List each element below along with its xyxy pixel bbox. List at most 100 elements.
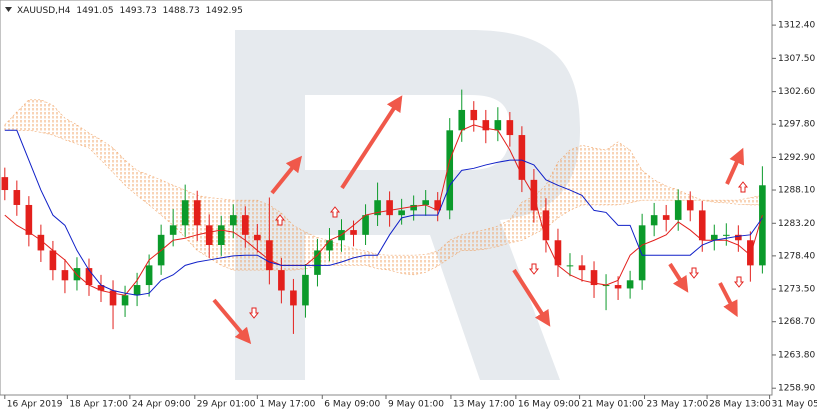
- y-tick-label: 1273.50: [778, 285, 815, 295]
- candle-body: [85, 268, 93, 286]
- x-tick-label: 9 May 01:00: [388, 400, 444, 410]
- candle-body: [446, 130, 454, 211]
- candle-body: [578, 265, 586, 271]
- low-price: 1488.73: [163, 6, 200, 16]
- indicator-line: [4, 129, 763, 296]
- symbol: XAUUSD,H4: [17, 6, 71, 16]
- candle-body: [566, 265, 574, 267]
- arrow-down: [512, 268, 551, 327]
- x-tick-label: 29 Apr 01:00: [197, 400, 256, 410]
- x-tick-label: 1 May 17:00: [259, 400, 315, 410]
- candle-body: [254, 234, 261, 241]
- x-tick-label: 21 May 01:00: [582, 400, 644, 410]
- watermark: [235, 30, 580, 380]
- y-tick-label: 1302.60: [778, 87, 815, 97]
- candle-body: [242, 215, 249, 235]
- signal-down: [688, 267, 700, 279]
- y-tick-label: 1307.50: [778, 54, 815, 64]
- candle-body: [133, 285, 141, 296]
- indicator-line: [4, 124, 763, 296]
- candle-body: [662, 215, 670, 220]
- candle-body: [266, 240, 273, 271]
- candle-body: [518, 135, 526, 180]
- candle-body: [458, 109, 466, 131]
- y-tick-label: 1312.40: [778, 21, 815, 31]
- arrow-down: [212, 298, 252, 345]
- x-tick-label: 31 May 05:00: [772, 400, 817, 410]
- candle-body: [722, 234, 730, 236]
- close-price: 1492.95: [206, 6, 243, 16]
- candle-body: [554, 240, 562, 266]
- candle-body: [686, 200, 694, 211]
- candle-body: [145, 265, 153, 286]
- candle-body: [542, 210, 550, 241]
- candle-body: [1, 177, 9, 191]
- candle-body: [13, 190, 21, 205]
- annotations: [212, 95, 749, 345]
- signal-down: [528, 263, 540, 275]
- candle-body: [434, 200, 442, 211]
- candle-body: [710, 234, 718, 241]
- candle-body: [97, 285, 105, 291]
- y-tick-label: 1283.20: [778, 219, 815, 229]
- y-tick-label: 1297.80: [778, 120, 815, 130]
- x-tick-label: 24 Apr 09:00: [132, 400, 191, 410]
- candle-body: [314, 250, 321, 275]
- candle-body: [626, 280, 634, 289]
- candle-body: [302, 274, 309, 306]
- candle-body: [398, 210, 405, 216]
- x-tick-label: 18 Apr 17:00: [69, 400, 128, 410]
- signal-up: [329, 206, 341, 218]
- candle-body: [37, 234, 45, 251]
- x-tick-label: 23 May 17:00: [647, 400, 709, 410]
- candle-body: [638, 225, 646, 281]
- chart-header: XAUUSD,H4 1491.05 1493.73 1488.73 1492.9…: [17, 6, 243, 16]
- candle-body: [217, 225, 225, 246]
- candle-body: [650, 215, 658, 226]
- candle-body: [422, 200, 429, 205]
- signal-down: [733, 276, 745, 288]
- y-tick-label: 1288.10: [778, 186, 815, 196]
- arrow-up: [270, 155, 303, 195]
- candle-body: [759, 185, 766, 266]
- candle-body: [386, 200, 393, 216]
- x-tick-label: 16 Apr 2019: [7, 400, 63, 410]
- arrow-up: [340, 95, 403, 190]
- candle-body: [735, 234, 742, 241]
- y-tick-label: 1278.40: [778, 251, 815, 261]
- y-tick-label: 1263.80: [778, 350, 815, 360]
- candle-body: [121, 295, 129, 306]
- candle-body: [590, 270, 598, 286]
- arrow-down: [668, 262, 689, 293]
- signal-down: [248, 307, 260, 319]
- candle-body: [482, 120, 490, 131]
- arrow-down: [718, 282, 738, 318]
- candle-body: [181, 200, 189, 226]
- open-price: 1491.05: [76, 6, 113, 16]
- high-price: 1493.73: [119, 6, 156, 16]
- candle-body: [698, 210, 706, 241]
- candle-body: [494, 120, 502, 131]
- y-tick-label: 1268.70: [778, 317, 815, 327]
- candle-body: [169, 225, 177, 235]
- y-tick-label: 1258.90: [778, 384, 815, 394]
- candle-body: [470, 109, 478, 121]
- candle-body: [326, 240, 333, 251]
- candle-body: [49, 250, 57, 271]
- menu-icon[interactable]: [5, 7, 12, 12]
- candle-body: [109, 290, 117, 306]
- signal-up: [274, 214, 286, 226]
- signal-up: [737, 181, 749, 193]
- candle-body: [674, 200, 682, 220]
- candle-body: [229, 215, 237, 226]
- candle-body: [25, 204, 33, 235]
- candle-body: [410, 204, 417, 211]
- x-tick-label: 28 May 13:00: [709, 400, 771, 410]
- candle-body: [350, 230, 357, 235]
- x-tick-label: 13 May 17:00: [453, 400, 515, 410]
- candle-body: [193, 200, 201, 226]
- candle-body: [290, 290, 297, 306]
- candle-body: [362, 215, 369, 235]
- candle-body: [506, 120, 514, 136]
